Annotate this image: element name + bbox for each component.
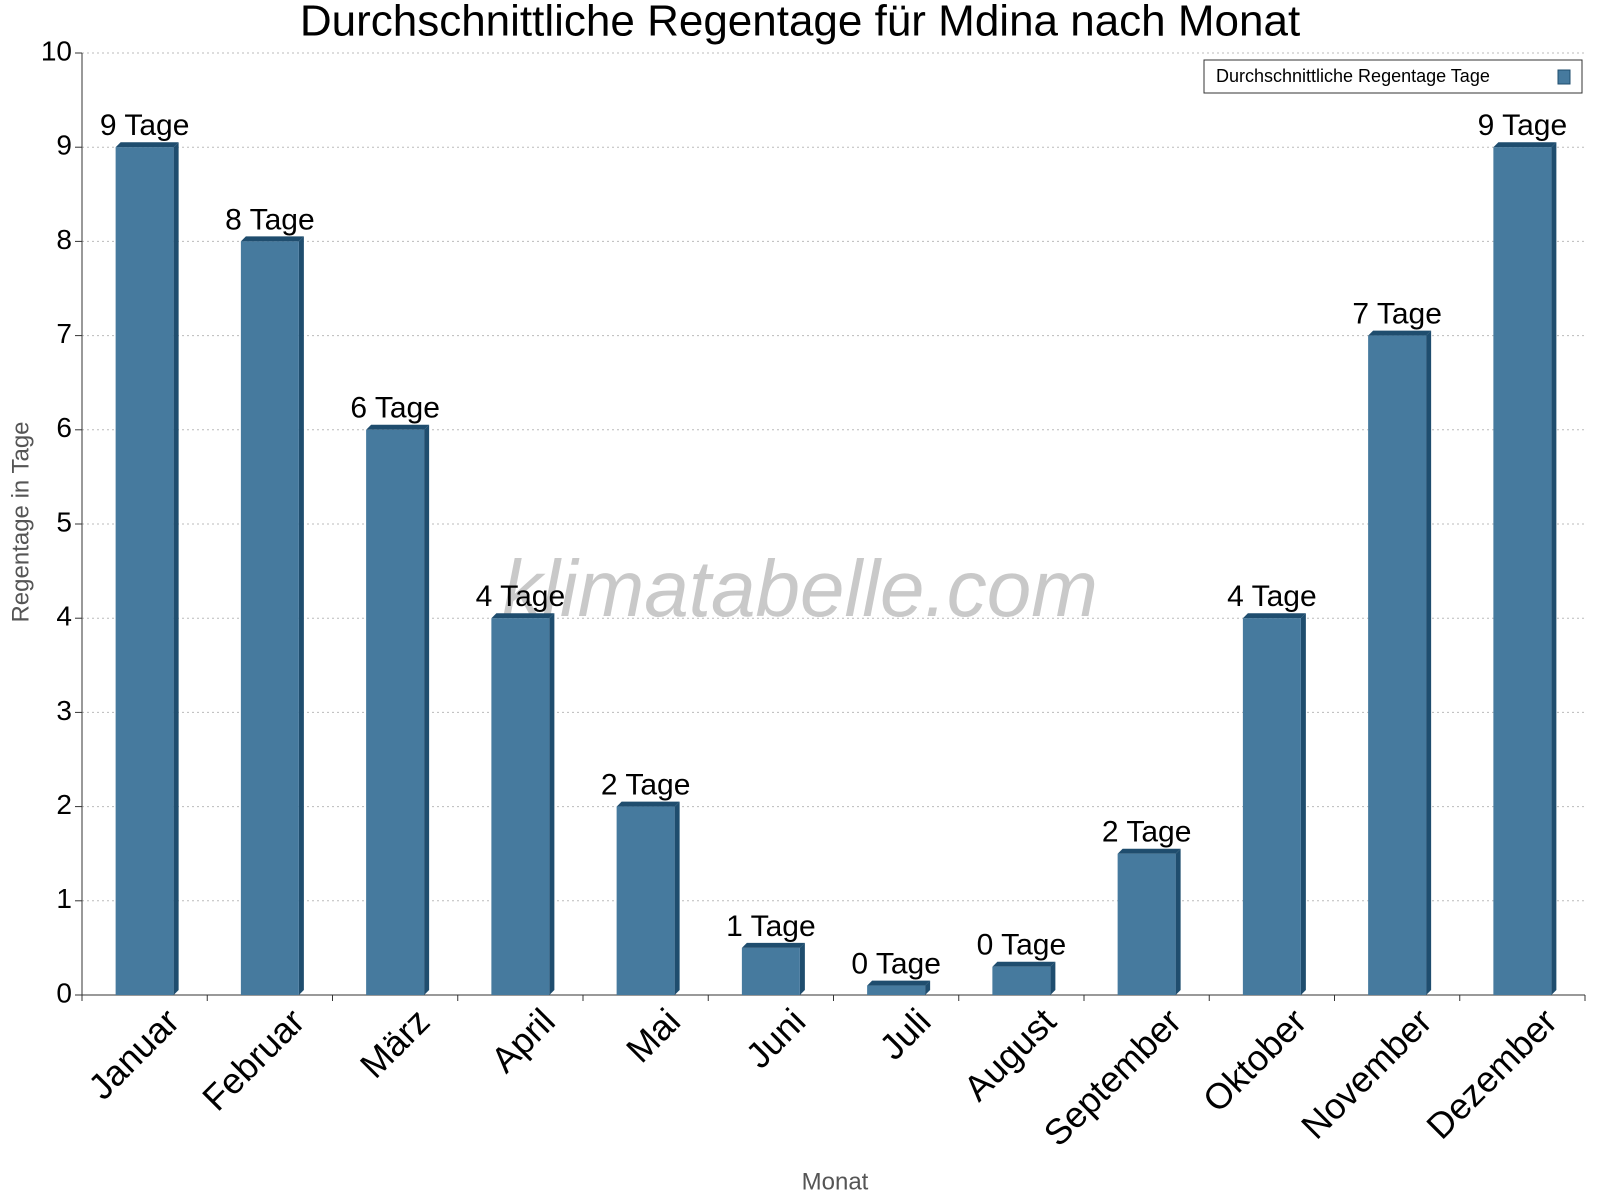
y-axis-label: Regentage in Tage — [7, 421, 34, 622]
data-label: 4 Tage — [1227, 580, 1317, 613]
bar-side — [1426, 330, 1432, 996]
bar-face — [741, 947, 800, 995]
bar-face — [616, 806, 675, 995]
bar-top — [1493, 142, 1557, 148]
legend-label: Durchschnittliche Regentage Tage — [1216, 66, 1490, 86]
legend: Durchschnittliche Regentage Tage — [1203, 59, 1583, 94]
bar-top — [366, 424, 430, 430]
bar — [1493, 142, 1557, 995]
y-tick-label: 0 — [56, 977, 72, 1008]
bar-face — [867, 985, 926, 995]
data-label: 8 Tage — [225, 203, 315, 236]
data-label: 7 Tage — [1352, 298, 1442, 331]
y-tick-label: 4 — [56, 601, 72, 632]
x-axis-label: Monat — [802, 1168, 869, 1195]
bar — [1117, 848, 1181, 995]
y-tick-label: 8 — [56, 224, 72, 255]
bar-face — [1368, 335, 1427, 996]
bar-top — [867, 980, 931, 986]
x-tick-label: August — [956, 1000, 1064, 1108]
x-tick-label: Juni — [738, 1000, 814, 1076]
y-tick-label: 2 — [56, 789, 72, 820]
y-tick-label: 6 — [56, 412, 72, 443]
bar-side — [799, 942, 805, 995]
bar — [1242, 613, 1306, 995]
x-tick-label: September — [1035, 1000, 1189, 1154]
legend-box — [1203, 59, 1583, 94]
data-label: 2 Tage — [1102, 816, 1192, 849]
bar-side — [1175, 848, 1181, 995]
bar-side — [1300, 613, 1306, 995]
y-tick-label: 5 — [56, 506, 72, 537]
bar-face — [992, 966, 1051, 995]
bar-face — [366, 429, 425, 995]
y-tick-label: 10 — [41, 35, 72, 66]
bar-top — [1117, 848, 1181, 854]
x-tick-label: Mai — [618, 1000, 688, 1070]
bar-side — [173, 142, 179, 995]
bar-side — [1551, 142, 1557, 995]
bar — [741, 942, 805, 995]
legend-swatch — [1557, 69, 1571, 85]
bar-top — [741, 942, 805, 948]
y-tick-label: 1 — [56, 883, 72, 914]
bar — [491, 613, 555, 995]
x-tick-label: Dezember — [1418, 1000, 1564, 1146]
data-label: 9 Tage — [1478, 109, 1568, 142]
data-label: 9 Tage — [100, 109, 190, 142]
bar-top — [616, 801, 680, 807]
data-label: 2 Tage — [601, 769, 691, 802]
data-label: 1 Tage — [726, 910, 816, 943]
y-tick-label: 3 — [56, 695, 72, 726]
bar-top — [491, 613, 555, 619]
y-tick-label: 9 — [56, 130, 72, 161]
bar-top — [1242, 613, 1306, 619]
x-tick-label: März — [352, 1000, 438, 1086]
x-tick-label: Oktober — [1195, 1000, 1315, 1120]
bar-side — [424, 424, 430, 995]
x-tick-label: Februar — [194, 1000, 312, 1118]
x-tick-label: Juli — [871, 1000, 938, 1067]
bar-side — [925, 980, 931, 995]
bar-top — [240, 236, 304, 242]
x-tick-label: Januar — [80, 1000, 187, 1107]
y-tick-label: 7 — [56, 318, 72, 349]
bar-top — [1368, 330, 1432, 336]
chart-title: Durchschnittliche Regentage für Mdina na… — [300, 0, 1300, 46]
bar-top — [115, 142, 179, 148]
bar — [867, 980, 931, 995]
bar-face — [240, 241, 299, 995]
bar — [240, 236, 304, 995]
data-label: 6 Tage — [350, 392, 440, 425]
x-tick-label: April — [483, 1000, 563, 1080]
bar-side — [674, 801, 680, 995]
watermark: klimatabelle.com — [502, 544, 1098, 633]
bar — [616, 801, 680, 995]
bar-face — [1117, 853, 1176, 995]
bar — [366, 424, 430, 995]
data-label: 0 Tage — [851, 948, 941, 981]
bar — [1368, 330, 1432, 996]
bar-side — [549, 613, 555, 995]
bar-face — [115, 147, 174, 995]
bar — [992, 961, 1056, 995]
bar-face — [491, 618, 550, 995]
bar — [115, 142, 179, 995]
x-tick-label: November — [1293, 1000, 1439, 1146]
bar-side — [1050, 961, 1056, 995]
bar-side — [298, 236, 304, 995]
data-label: 4 Tage — [476, 580, 566, 613]
bar-face — [1242, 618, 1301, 995]
data-label: 0 Tage — [977, 929, 1067, 962]
bar-top — [992, 961, 1056, 967]
bar-face — [1493, 147, 1552, 995]
